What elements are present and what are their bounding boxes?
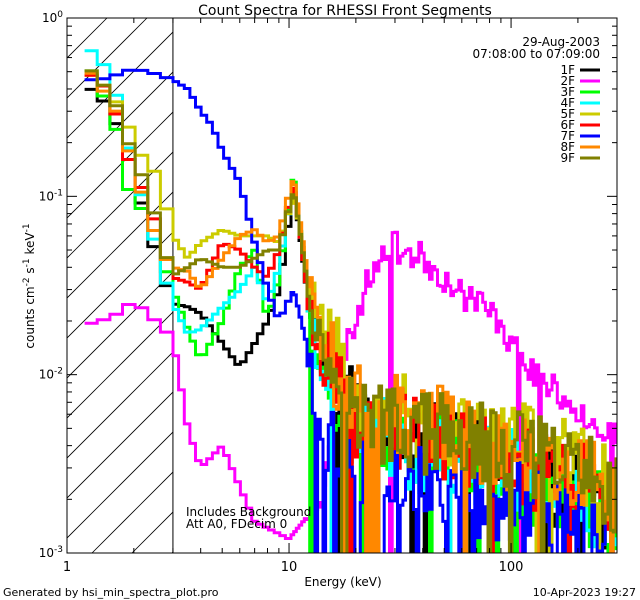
footer-timestamp: 10-Apr-2023 19:27	[533, 586, 636, 599]
attenuator-note: Att A0, FDecim 0	[186, 517, 287, 531]
chart-title: Count Spectra for RHESSI Front Segments	[198, 3, 492, 19]
x-axis-label: Energy (keV)	[304, 575, 381, 589]
x-tick-label: 10	[281, 560, 298, 575]
spectra-chart: Count Spectra for RHESSI Front Segments …	[0, 0, 640, 600]
footer-generated-by: Generated by hsi_min_spectra_plot.pro	[3, 586, 219, 599]
x-tick-label: 1	[63, 560, 71, 575]
legend-label-9F: 9F	[560, 151, 575, 165]
time-range: 07:08:00 to 07:09:00	[473, 47, 600, 61]
x-tick-label: 100	[499, 560, 524, 575]
